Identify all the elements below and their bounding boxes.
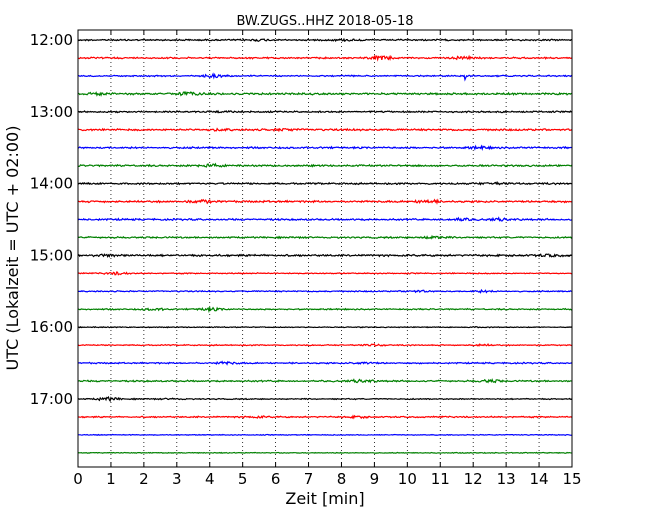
x-axis-label: Zeit [min] (285, 489, 364, 508)
trace-1445 (77, 234, 573, 240)
x-tick-label: 2 (139, 470, 149, 488)
chart-title: BW.ZUGS..HHZ 2018-05-18 (236, 14, 413, 29)
trace-1545 (77, 305, 573, 314)
x-tick-label: 7 (304, 470, 314, 488)
trace-1745 (77, 451, 573, 455)
trace-1415 (77, 198, 573, 205)
y-tick-label: 13:00 (30, 103, 73, 121)
trace-1300 (77, 109, 572, 114)
x-tick-label: 12 (464, 470, 483, 488)
trace-1530 (77, 288, 573, 294)
trace-1630 (77, 360, 573, 366)
y-tick-label: 16:00 (30, 318, 73, 336)
x-tick-label: 14 (530, 470, 549, 488)
trace-1330 (77, 144, 573, 151)
trace-1600 (77, 325, 573, 329)
plot-frame (77, 29, 573, 468)
x-tick-label: 15 (562, 470, 581, 488)
y-tick-label: 12:00 (30, 31, 73, 49)
trace-1345 (77, 162, 573, 168)
y-tick-label: 14:00 (30, 175, 73, 193)
x-tick-label: 9 (370, 470, 380, 488)
x-tick-label: 6 (271, 470, 281, 488)
y-axis-label: UTC (Lokalzeit = UTC + 02:00) (3, 126, 22, 371)
trace-1430 (77, 216, 573, 222)
trace-lines (77, 37, 573, 455)
x-tick-label: 10 (398, 470, 417, 488)
trace-1615 (77, 342, 573, 347)
trace-1515 (77, 271, 573, 276)
trace-1200 (77, 37, 573, 43)
trace-1500 (77, 253, 572, 259)
trace-1645 (77, 378, 573, 384)
trace-1700 (77, 395, 573, 403)
trace-1230 (77, 72, 573, 82)
trace-1400 (77, 180, 573, 186)
trace-1715 (77, 414, 573, 420)
trace-1245 (77, 90, 573, 97)
x-tick-label: 3 (172, 470, 182, 488)
x-tick-label: 11 (431, 470, 450, 488)
y-tick-label: 15:00 (30, 246, 73, 264)
y-tick-label: 17:00 (30, 390, 73, 408)
trace-1315 (77, 127, 573, 133)
x-tick-label: 5 (238, 470, 248, 488)
x-tick-label: 1 (106, 470, 116, 488)
grid-lines (110, 30, 540, 467)
trace-1215 (77, 54, 573, 62)
x-tick-label: 0 (73, 470, 83, 488)
x-tick-label: 8 (337, 470, 347, 488)
x-axis-ticks: 0 1 2 3 4 5 6 7 8 9 10 11 12 13 14 15 (73, 30, 582, 488)
x-tick-label: 4 (205, 470, 215, 488)
trace-1730 (77, 433, 573, 437)
y-axis-ticks: 12:00 13:00 14:00 15:00 16:00 17:00 (30, 31, 572, 408)
x-tick-label: 13 (497, 470, 516, 488)
